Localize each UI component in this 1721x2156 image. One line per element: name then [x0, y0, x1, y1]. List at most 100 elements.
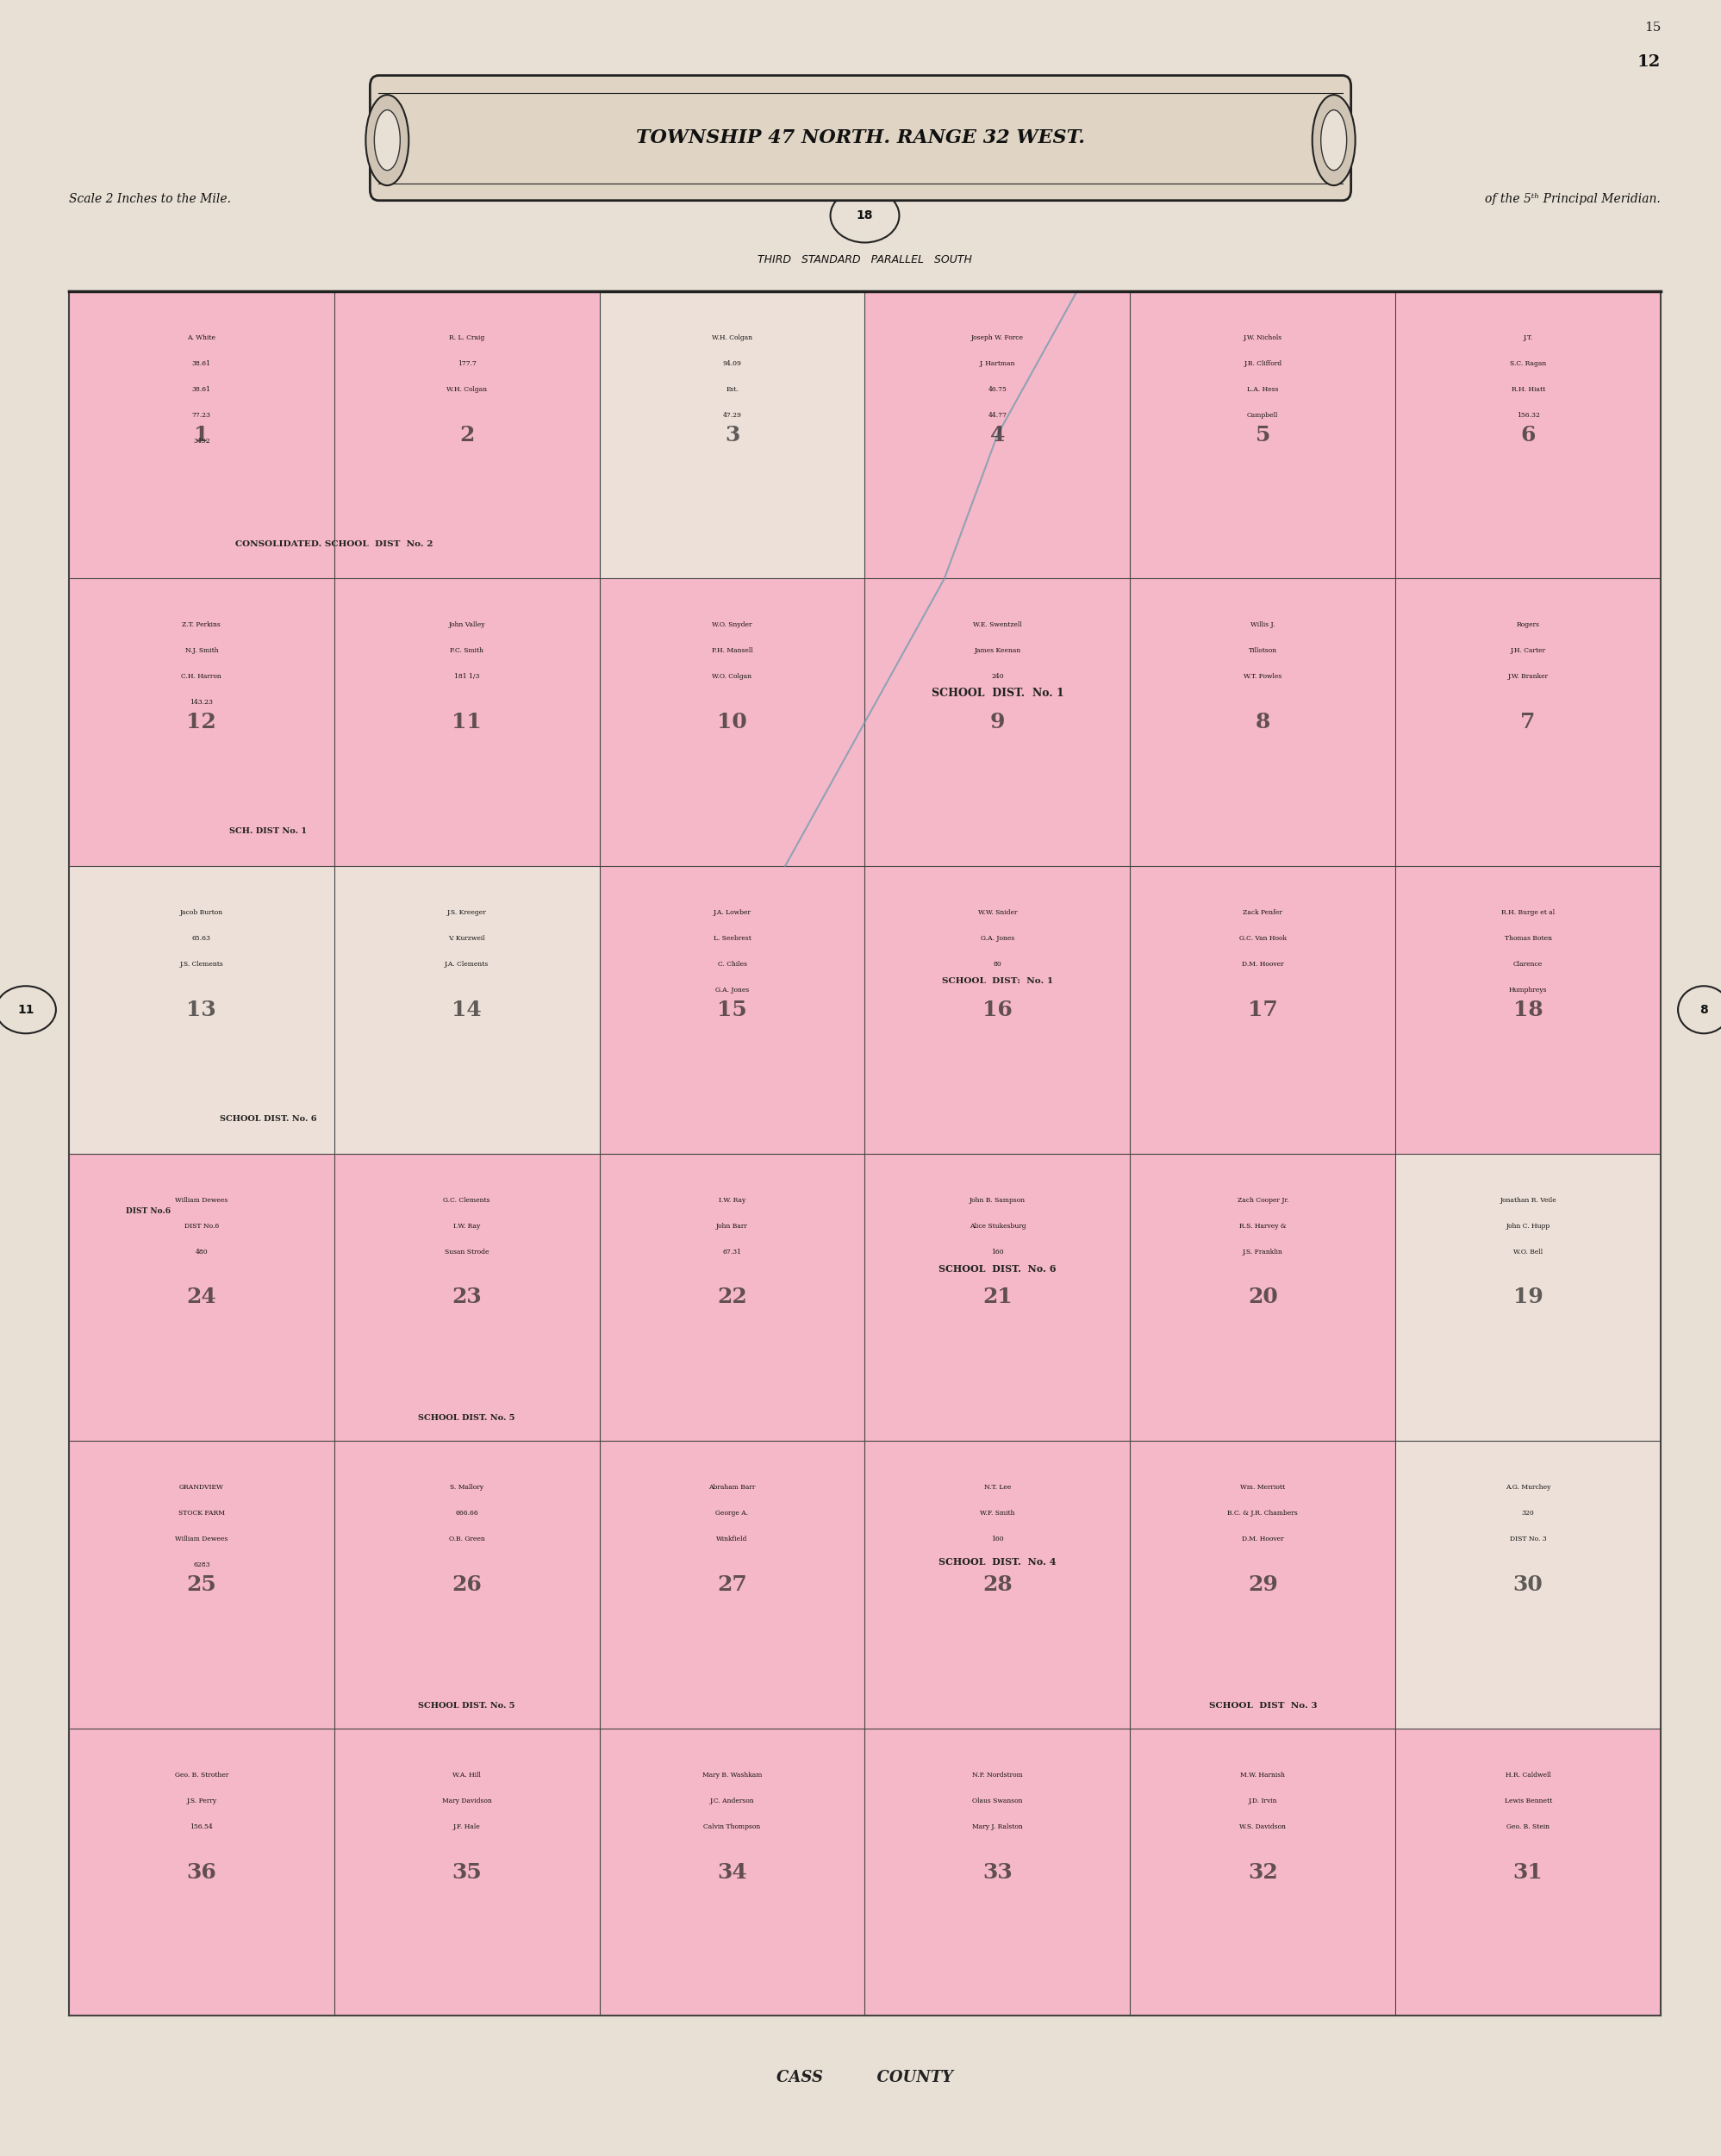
Text: L.A. Hess: L.A. Hess	[1248, 386, 1279, 392]
Text: Winkfield: Winkfield	[716, 1535, 749, 1544]
Text: J.S. Kreeger: J.S. Kreeger	[447, 910, 487, 916]
Text: 5: 5	[1255, 425, 1270, 444]
Text: W.W. Snider: W.W. Snider	[978, 910, 1017, 916]
Text: Calvin Thompson: Calvin Thompson	[704, 1824, 761, 1830]
Bar	[334, 867, 599, 1153]
Text: Susan Strode: Susan Strode	[444, 1248, 489, 1255]
Text: SCH. DIST No. 1: SCH. DIST No. 1	[229, 828, 306, 834]
Text: W.O. Bell: W.O. Bell	[1513, 1248, 1542, 1255]
Text: C.H. Harron: C.H. Harron	[181, 673, 222, 681]
Bar	[1396, 578, 1661, 867]
Text: SCHOOL  DIST.  No. 1: SCHOOL DIST. No. 1	[931, 688, 1064, 699]
Text: G.A. Jones: G.A. Jones	[981, 936, 1014, 942]
Text: 7: 7	[1521, 711, 1535, 733]
Text: Mary J. Ralston: Mary J. Ralston	[972, 1824, 1022, 1830]
Text: J.H. Carter: J.H. Carter	[1511, 647, 1545, 655]
Text: Zack Penfer: Zack Penfer	[1243, 910, 1282, 916]
Text: 666.66: 666.66	[456, 1509, 478, 1518]
Text: J.F. Hale: J.F. Hale	[453, 1824, 480, 1830]
Bar	[69, 1440, 334, 1729]
Bar	[864, 1440, 1131, 1729]
Text: 24: 24	[186, 1287, 217, 1307]
Text: 32: 32	[1248, 1863, 1277, 1882]
Text: 9: 9	[990, 711, 1005, 733]
Bar	[599, 1440, 864, 1729]
Text: 17: 17	[1248, 1000, 1277, 1020]
Bar	[1396, 1729, 1661, 2016]
Ellipse shape	[373, 110, 399, 170]
Text: John Valley: John Valley	[449, 621, 485, 630]
Bar	[599, 867, 864, 1153]
Bar	[1131, 578, 1396, 867]
Text: P.H. Mansell: P.H. Mansell	[711, 647, 752, 655]
Bar	[1131, 867, 1396, 1153]
Text: 46.75: 46.75	[988, 386, 1007, 392]
Text: 3492: 3492	[193, 438, 210, 444]
Text: J.A. Lowber: J.A. Lowber	[712, 910, 750, 916]
Bar	[69, 867, 334, 1153]
Text: 6283: 6283	[193, 1561, 210, 1570]
Text: DIST No.6: DIST No.6	[126, 1207, 170, 1214]
Bar	[1131, 1729, 1396, 2016]
Text: J.S. Perry: J.S. Perry	[186, 1798, 217, 1805]
Ellipse shape	[0, 985, 57, 1033]
Text: SCHOOL  DIST  No. 3: SCHOOL DIST No. 3	[1208, 1701, 1317, 1710]
Bar	[69, 578, 334, 867]
Text: 12: 12	[1637, 54, 1661, 69]
Text: N.J. Smith: N.J. Smith	[184, 647, 219, 655]
Text: 34: 34	[718, 1863, 747, 1882]
Text: W.A. Hill: W.A. Hill	[453, 1772, 480, 1779]
Text: William Dewees: William Dewees	[176, 1535, 227, 1544]
Bar	[599, 1729, 864, 2016]
Text: J. Hartman: J. Hartman	[979, 360, 1015, 367]
Text: 156.54: 156.54	[189, 1824, 213, 1830]
Text: 10: 10	[718, 711, 747, 733]
Bar	[69, 291, 334, 578]
Text: S.C. Ragan: S.C. Ragan	[1509, 360, 1545, 367]
Text: I.W. Ray: I.W. Ray	[719, 1197, 745, 1203]
Text: G.C. Clements: G.C. Clements	[444, 1197, 490, 1203]
Text: SCHOOL DIST. No. 6: SCHOOL DIST. No. 6	[219, 1115, 317, 1123]
Text: R. L. Craig: R. L. Craig	[449, 334, 485, 341]
Ellipse shape	[1322, 110, 1346, 170]
Text: 18: 18	[1513, 1000, 1544, 1020]
Text: GRANDVIEW: GRANDVIEW	[179, 1483, 224, 1492]
Text: 15: 15	[718, 1000, 747, 1020]
Bar	[1396, 291, 1661, 578]
Text: Alice Stukesburg: Alice Stukesburg	[969, 1222, 1026, 1229]
FancyBboxPatch shape	[370, 75, 1351, 201]
Bar	[1131, 1153, 1396, 1440]
Text: THIRD   STANDARD   PARALLEL   SOUTH: THIRD STANDARD PARALLEL SOUTH	[757, 254, 972, 265]
Text: 8: 8	[1255, 711, 1270, 733]
Bar	[1396, 1153, 1661, 1440]
Text: M.W. Harnish: M.W. Harnish	[1241, 1772, 1286, 1779]
Ellipse shape	[1311, 95, 1356, 185]
Text: G.A. Jones: G.A. Jones	[716, 987, 749, 994]
Text: 11: 11	[453, 711, 482, 733]
Text: 44.77: 44.77	[988, 412, 1007, 418]
Text: TOWNSHIP 47 NORTH. RANGE 32 WEST.: TOWNSHIP 47 NORTH. RANGE 32 WEST.	[637, 129, 1084, 147]
Text: 94.09: 94.09	[723, 360, 742, 367]
Text: L. Seebrest: L. Seebrest	[712, 936, 750, 942]
Text: 15: 15	[1644, 22, 1661, 34]
Text: J.S. Clements: J.S. Clements	[179, 962, 224, 968]
Bar	[1131, 1440, 1396, 1729]
Text: R.H. Burge et al: R.H. Burge et al	[1501, 910, 1554, 916]
Text: 25: 25	[186, 1574, 217, 1595]
Text: N.P. Nordstrom: N.P. Nordstrom	[972, 1772, 1022, 1779]
Text: 320: 320	[1521, 1509, 1535, 1518]
Text: 33: 33	[983, 1863, 1012, 1882]
Ellipse shape	[830, 190, 898, 244]
Text: D.M. Hoover: D.M. Hoover	[1243, 1535, 1284, 1544]
Bar	[334, 291, 599, 578]
Bar	[1396, 867, 1661, 1153]
Ellipse shape	[1678, 985, 1721, 1033]
Text: Mary Davidson: Mary Davidson	[442, 1798, 492, 1805]
Text: 21: 21	[983, 1287, 1012, 1307]
Text: 26: 26	[453, 1574, 482, 1595]
Text: Geo. B. Stein: Geo. B. Stein	[1506, 1824, 1549, 1830]
Text: Abraham Barr: Abraham Barr	[709, 1483, 756, 1492]
Text: W.H. Colgan: W.H. Colgan	[712, 334, 752, 341]
Bar	[599, 578, 864, 867]
Text: Thomas Boten: Thomas Boten	[1504, 936, 1552, 942]
